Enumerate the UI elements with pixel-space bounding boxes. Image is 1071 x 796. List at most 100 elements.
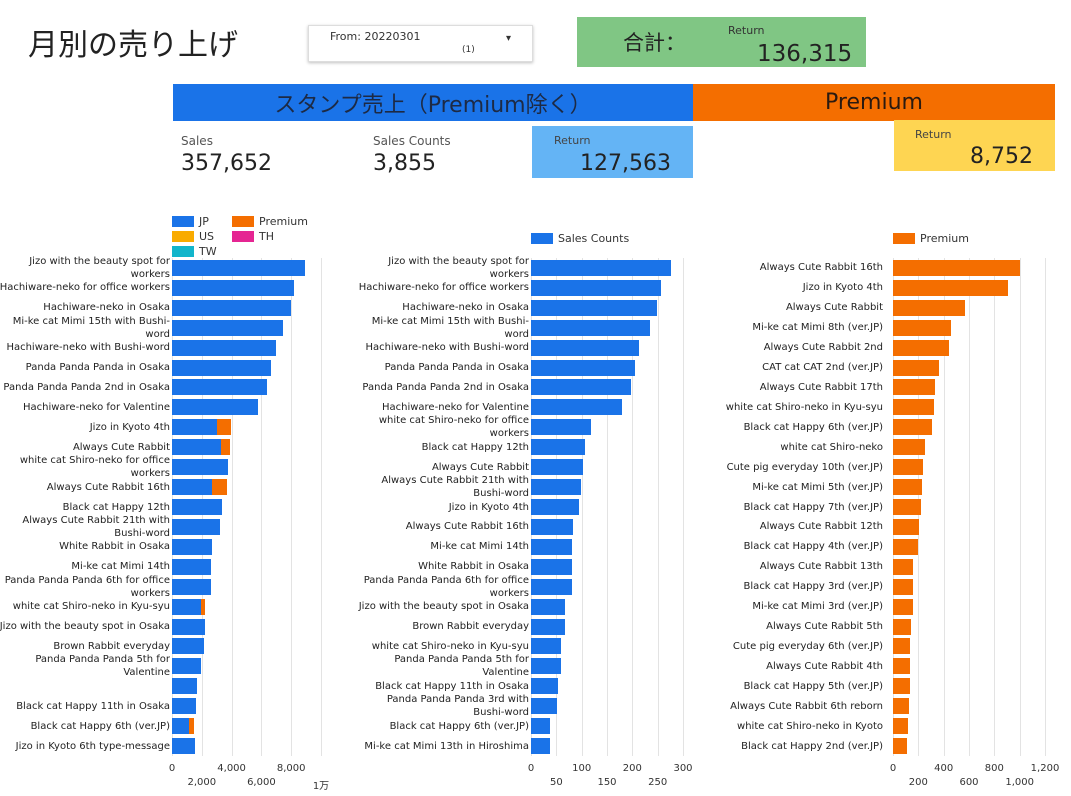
scorecard-label: Return bbox=[554, 134, 591, 147]
grid-line bbox=[994, 258, 996, 756]
bar bbox=[172, 538, 213, 555]
bar bbox=[893, 459, 924, 476]
grid-line bbox=[607, 258, 608, 756]
legend-label: US bbox=[199, 230, 215, 243]
legend-item: Sales Counts bbox=[531, 232, 629, 245]
bar bbox=[531, 419, 591, 436]
legend-swatch bbox=[893, 233, 915, 244]
bar bbox=[531, 678, 558, 695]
bar bbox=[893, 279, 1009, 296]
page-title: 月別の売り上げ bbox=[28, 28, 238, 63]
filter-count: (1) bbox=[462, 45, 475, 55]
legend-item: TW bbox=[172, 245, 217, 258]
bar bbox=[212, 479, 228, 496]
category-label: white cat Shiro-neko for office workers bbox=[19, 455, 170, 480]
legend-swatch bbox=[531, 233, 553, 244]
bar bbox=[893, 698, 909, 715]
x-tick-label: 6,000 bbox=[247, 777, 276, 788]
x-tick-label: 250 bbox=[648, 777, 668, 788]
bar bbox=[531, 598, 565, 615]
category-label: Jizo in Kyoto 4th bbox=[802, 282, 883, 294]
bar bbox=[172, 339, 277, 356]
legend-swatch bbox=[232, 216, 254, 227]
bar bbox=[216, 419, 231, 436]
legend-item: Premium bbox=[232, 215, 308, 228]
dropdown-caret: ▾ bbox=[506, 33, 512, 44]
category-label: white cat Shiro-neko in Kyu-syu bbox=[371, 640, 529, 652]
legend-swatch bbox=[172, 246, 194, 257]
category-label: Mi-ke cat Mimi 14th bbox=[430, 541, 529, 553]
bar bbox=[531, 279, 661, 296]
date-filter[interactable]: From: 20220301 (1) ▾ bbox=[308, 25, 533, 62]
bar bbox=[531, 638, 561, 655]
category-label: white cat Shiro-neko in Kyoto bbox=[737, 720, 883, 732]
bar bbox=[172, 558, 211, 575]
bar bbox=[172, 499, 222, 515]
bar bbox=[172, 479, 213, 496]
bar bbox=[172, 319, 283, 336]
category-label: Always Cute Rabbit bbox=[785, 302, 883, 314]
bar bbox=[893, 339, 950, 356]
banner-premium: Premium bbox=[693, 84, 1055, 121]
grid-line bbox=[943, 258, 945, 756]
bar bbox=[172, 658, 202, 675]
category-label: Jizo with the beauty spot for workers bbox=[29, 255, 170, 280]
category-label: Hachiware-neko for office workers bbox=[0, 282, 170, 294]
return-card: Return 8,752 bbox=[894, 120, 1055, 171]
grid-line bbox=[321, 258, 322, 756]
grid-line bbox=[581, 258, 583, 756]
bar bbox=[531, 738, 550, 755]
legend-item: JP bbox=[172, 215, 209, 228]
bar bbox=[893, 558, 913, 575]
bar bbox=[172, 678, 198, 695]
category-label: white cat Shiro-neko in Kyu-syu bbox=[725, 401, 883, 413]
category-label: Panda Panda Panda 6th for office workers bbox=[4, 574, 170, 599]
bar bbox=[893, 419, 932, 436]
banner-stamp: スタンプ売上（Premium除く） bbox=[173, 84, 693, 121]
category-label: Always Cute Rabbit 12th bbox=[759, 521, 883, 533]
category-label: Mi-ke cat Mimi 3rd (ver.JP) bbox=[752, 601, 883, 613]
category-label: white cat Shiro-neko bbox=[780, 441, 883, 453]
scorecard-label: Return bbox=[915, 128, 952, 141]
category-label: Mi-ke cat Mimi 15th with Bushi-word bbox=[12, 315, 170, 340]
legend-label: TH bbox=[259, 230, 274, 243]
grid-line bbox=[969, 258, 970, 756]
bar bbox=[172, 439, 222, 456]
bar bbox=[172, 578, 211, 595]
category-label: Panda Panda Panda 5th for Valentine bbox=[394, 654, 529, 679]
x-tick-label: 800 bbox=[984, 763, 1004, 774]
category-label: Jizo in Kyoto 6th type-message bbox=[15, 740, 170, 752]
bar bbox=[189, 718, 195, 735]
bar bbox=[893, 518, 920, 535]
scorecard-label: Sales bbox=[181, 134, 213, 148]
bar bbox=[531, 459, 583, 476]
bar bbox=[172, 419, 217, 436]
category-label: Always Cute Rabbit 16th bbox=[759, 262, 883, 274]
bar bbox=[893, 538, 919, 555]
category-label: Always Cute Rabbit 13th bbox=[759, 561, 883, 573]
x-tick-label: 400 bbox=[934, 763, 954, 774]
category-label: Jizo with the beauty spot in Osaka bbox=[358, 601, 529, 613]
bar bbox=[172, 618, 205, 635]
category-label: Black cat Happy 7th (ver.JP) bbox=[743, 501, 883, 513]
grid-line bbox=[261, 258, 263, 756]
category-label: Always Cute Rabbit 16th bbox=[46, 481, 170, 493]
scorecard-label: Sales Counts bbox=[373, 134, 451, 148]
legend-item: Premium bbox=[893, 232, 969, 245]
category-label: Jizo in Kyoto 4th bbox=[448, 501, 529, 513]
bar bbox=[893, 718, 909, 735]
bar bbox=[172, 698, 196, 715]
category-label: Always Cute Rabbit 21th with Bushi-word bbox=[22, 514, 170, 539]
category-label: white cat Shiro-neko in Kyu-syu bbox=[12, 601, 170, 613]
legend-label: Premium bbox=[259, 215, 308, 228]
category-label: CAT cat CAT 2nd (ver.JP) bbox=[762, 362, 883, 374]
category-label: Hachiware-neko for office workers bbox=[358, 282, 529, 294]
category-label: Black cat Happy 6th (ver.JP) bbox=[743, 421, 883, 433]
grid-line bbox=[632, 258, 634, 756]
category-label: Always Cute Rabbit 5th bbox=[766, 621, 883, 633]
category-label: Always Cute Rabbit 21th with Bushi-word bbox=[381, 475, 529, 500]
x-tick-label: 300 bbox=[673, 763, 693, 774]
category-label: Hachiware-neko in Osaka bbox=[43, 302, 170, 314]
bar bbox=[531, 259, 671, 276]
total-value: 136,315 bbox=[757, 41, 853, 67]
